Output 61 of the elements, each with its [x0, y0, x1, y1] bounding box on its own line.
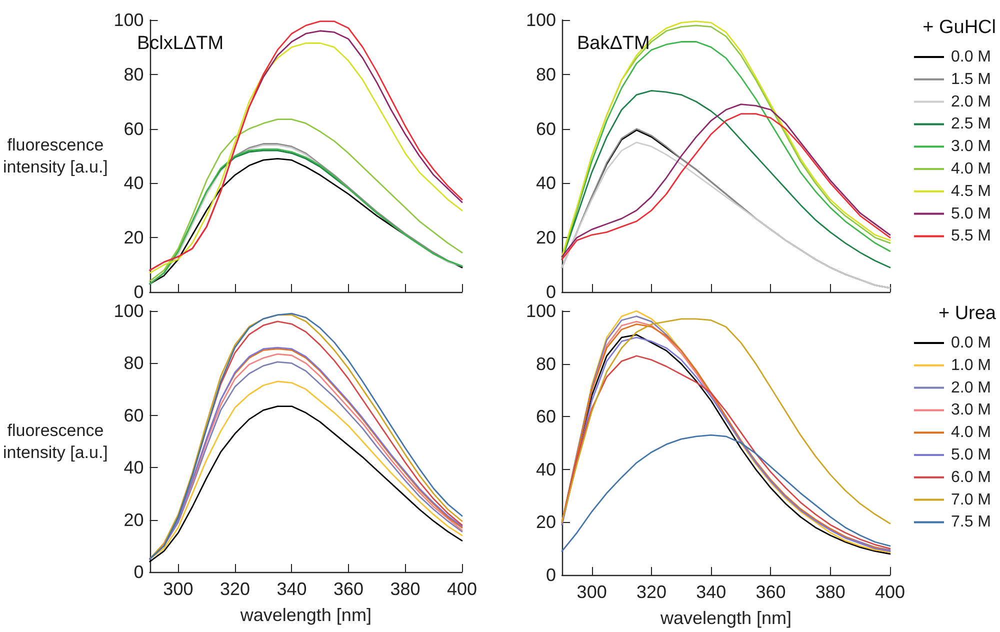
y-tick-label: 0: [134, 282, 144, 302]
y-tick-label: 20: [124, 510, 144, 530]
y-tick-label: 40: [536, 173, 556, 194]
y-tick-label: 80: [536, 354, 556, 374]
y-tick-label: 0: [546, 282, 556, 302]
legend-label: 6.0 M: [950, 468, 991, 486]
legend-title: + GuHCl: [922, 17, 996, 38]
x-tick-label: 300: [576, 582, 607, 602]
y-tick-label: 100: [114, 301, 144, 321]
y-axis-title: fluorescence intensity [a.u.]: [3, 136, 108, 176]
legend-label: 4.0 M: [950, 160, 991, 178]
legend-label: 5.0 M: [950, 446, 991, 464]
x-tick-label: 340: [696, 582, 726, 602]
x-tick-label: 320: [220, 579, 250, 599]
y-tick-label: 20: [536, 512, 556, 532]
x-tick-label: 300: [163, 579, 194, 599]
legend-label: 5.0 M: [950, 205, 991, 222]
x-tick-label: 340: [276, 579, 307, 599]
y-tick-label: 20: [536, 228, 556, 248]
legend-label: 3.0 M: [950, 138, 991, 156]
y-tick-label: 0: [546, 565, 556, 585]
x-tick-label: 380: [390, 579, 420, 599]
y-tick-label: 60: [536, 118, 556, 139]
y-tick-label: 60: [536, 406, 556, 427]
x-axis-title: wavelength [nm]: [659, 608, 792, 628]
y-tick-label: 100: [526, 301, 556, 321]
y-tick-label: 20: [124, 228, 144, 248]
legend-label: 5.5 M: [950, 228, 991, 245]
x-tick-label: 320: [636, 582, 666, 602]
x-tick-label: 400: [874, 582, 906, 602]
legend-title: + Urea: [938, 303, 996, 324]
legend-label: 0.0 M: [950, 48, 991, 66]
y-tick-label: 100: [114, 10, 144, 30]
y-tick-label: 60: [124, 118, 144, 139]
legend-label: 1.5 M: [950, 70, 991, 88]
y-tick-label: 40: [536, 459, 556, 480]
y-tick-label: 40: [124, 173, 144, 194]
y-tick-label: 100: [526, 10, 556, 30]
legend-label: 4.5 M: [950, 182, 991, 200]
x-tick-label: 360: [333, 579, 364, 599]
y-tick-label: 40: [124, 458, 144, 478]
x-tick-label: 380: [815, 582, 846, 602]
legend-label: 2.0 M: [950, 379, 991, 396]
text: BakΔTM: [577, 33, 650, 54]
y-tick-label: 60: [124, 405, 144, 426]
x-axis-title: wavelength [nm]: [239, 605, 372, 625]
y-axis-title: fluorescence intensity [a.u.]: [3, 421, 108, 462]
legend-label: 7.5 M: [950, 514, 991, 531]
x-tick-label: 400: [446, 579, 478, 599]
legend-label: 7.0 M: [950, 491, 991, 508]
y-tick-label: 0: [134, 562, 144, 582]
legend-label: 2.5 M: [950, 116, 991, 133]
y-tick-label: 80: [536, 64, 556, 84]
x-tick-label: 360: [756, 582, 786, 602]
legend-label: 0.0 M: [950, 334, 991, 352]
legend-label: 3.0 M: [950, 402, 991, 419]
legend-label: 1.0 M: [950, 356, 991, 374]
legend-label: 2.0 M: [950, 93, 991, 110]
legend-label: 4.0 M: [950, 424, 991, 442]
y-tick-label: 80: [124, 64, 144, 84]
y-tick-label: 80: [124, 353, 144, 374]
